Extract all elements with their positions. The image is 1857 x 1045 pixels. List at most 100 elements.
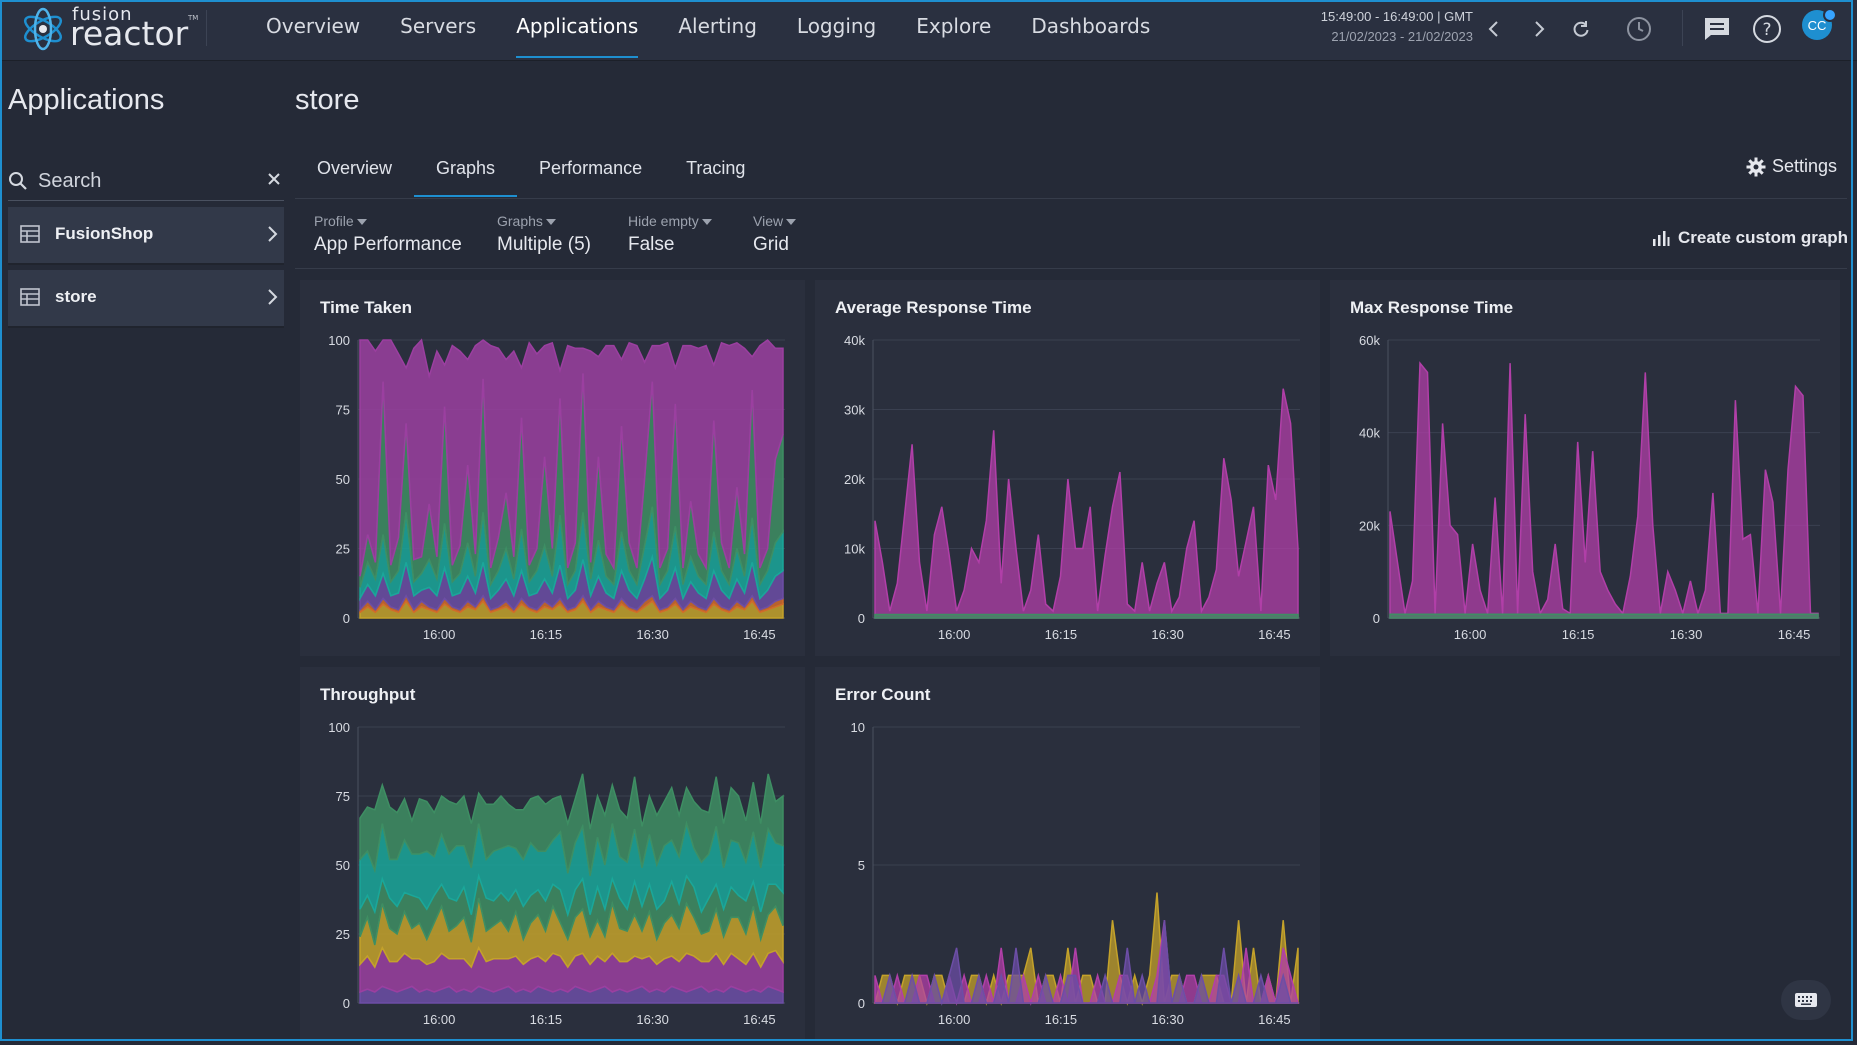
chart-panel-throughput: Throughput 0 25 50 75 100 16:00 16:15 16:30 16:4… [300,667,805,1041]
filter-profile[interactable]: Profile App Performance [314,213,462,256]
icons-divider [1682,10,1683,46]
area-series [874,613,1299,619]
filter-label: Graphs [497,213,543,229]
chevron-right-icon[interactable] [1522,12,1556,46]
help-icon[interactable]: ? [1750,12,1784,46]
logo-text-top: fusion [72,4,133,25]
logo-text-main: reactor [70,14,189,53]
time-range-picker[interactable]: 15:49:00 - 16:49:00 | GMT 21/02/2023 - 2… [1305,7,1473,47]
x-tick-label: 16:15 [530,1012,563,1027]
x-tick-label: 16:30 [1151,627,1184,642]
y-tick-label: 20k [1359,518,1380,533]
svg-text:?: ? [1762,20,1771,40]
y-tick-label: 25 [336,927,350,942]
keyboard-shortcuts-button[interactable] [1781,980,1831,1020]
chart-svg: 0 10k 20k 30k 40k 16:00 16:15 16:30 16:45 [844,333,1300,642]
y-tick-label: 30k [844,403,865,418]
filter-graphs[interactable]: Graphs Multiple (5) [497,213,591,256]
area-series [875,920,1298,1006]
nav-servers[interactable]: Servers [400,14,477,38]
clock-icon[interactable] [1622,12,1656,46]
chevron-right-icon [268,289,278,305]
sidebar-item-store[interactable]: store [8,270,284,328]
nav-logging[interactable]: Logging [796,14,877,38]
tab-overview[interactable]: Overview [317,158,393,178]
chart-svg: 0 25 50 75 100 16:00 16:15 16:30 16:45 [328,720,785,1027]
chart-panel-average-response-time: Average Response Time 0 10k 20k 30k 40k 16:00… [815,280,1320,656]
search-input[interactable] [36,164,260,198]
filter-hide-empty[interactable]: Hide empty False [628,213,712,256]
chart-title: Throughput [320,685,416,704]
filter-value: App Performance [314,234,462,255]
chart-svg: 0 5 10 16:00 16:15 16:30 16:45 [851,720,1300,1027]
chart-svg: 0 25 50 75 100 16:00 16:15 16:30 16:45 [328,333,785,642]
y-tick-label: 0 [343,611,350,626]
nav-explore[interactable]: Explore [916,14,992,38]
chevron-left-icon[interactable] [1477,12,1511,46]
y-tick-label: 75 [336,789,350,804]
y-tick-label: 75 [336,403,350,418]
atom-logo-icon [23,7,63,51]
x-tick-label: 16:30 [1670,627,1703,642]
tab-graphs[interactable]: Graphs [414,145,518,197]
refresh-icon[interactable] [1564,12,1598,46]
search-icon [9,172,27,190]
x-tick-label: 16:45 [743,1012,776,1027]
filters-divider [295,268,1847,269]
caret-down-icon [545,219,556,226]
x-tick-label: 16:00 [1454,627,1487,642]
filter-value: Grid [753,234,789,255]
chat-icon[interactable] [1700,12,1734,46]
chart-title: Error Count [835,685,931,704]
y-tick-label: 40k [1359,426,1380,441]
keyboard-icon [1795,993,1817,1007]
area-series [359,773,784,877]
nav-overview[interactable]: Overview [266,14,361,38]
x-tick-label: 16:45 [1778,627,1811,642]
nav-alerting[interactable]: Alerting [678,14,757,38]
clear-search-icon[interactable] [266,171,282,187]
filter-value: Multiple (5) [497,234,591,255]
tabs-divider [295,198,1847,199]
x-tick-label: 16:30 [1151,1012,1184,1027]
caret-down-icon [356,219,367,226]
x-tick-label: 16:00 [938,1012,971,1027]
filter-label: View [753,213,784,229]
filter-view[interactable]: View Grid [753,213,797,256]
settings-button[interactable]: Settings [1746,156,1837,177]
nav-divider [206,10,207,46]
tab-tracing[interactable]: Tracing [686,158,746,178]
x-tick-label: 16:45 [1258,1012,1291,1027]
tab-performance[interactable]: Performance [539,158,643,178]
app-tabs: Overview Graphs Performance Tracing [295,145,767,197]
x-tick-label: 16:15 [530,627,563,642]
chart-panel-error-count: Error Count 0 5 10 16:00 16:15 16:30 16:45 [815,667,1320,1041]
x-tick-label: 16:45 [743,627,776,642]
nav-applications[interactable]: Applications [496,0,658,60]
area-series [1389,613,1819,619]
y-tick-label: 50 [336,472,350,487]
x-tick-label: 16:00 [423,627,456,642]
area-series [1389,361,1819,619]
create-custom-graph-button[interactable]: Create custom graph [1652,228,1848,248]
fusionreactor-logo[interactable]: fusion reactor TM [20,4,200,54]
x-tick-label: 16:15 [1562,627,1595,642]
sidebar-item-fusionshop[interactable]: FusionShop [8,207,284,265]
table-icon [20,225,40,243]
chart-title: Average Response Time [835,298,1032,317]
create-custom-graph-label: Create custom graph [1678,228,1849,247]
y-tick-label: 20k [844,472,865,487]
x-tick-label: 16:45 [1258,627,1291,642]
y-tick-label: 60k [1359,333,1380,348]
area-series [359,338,784,577]
logo-trademark: TM [188,14,199,22]
caret-down-icon [786,219,797,226]
y-tick-label: 10 [851,720,865,735]
filter-value: False [628,234,675,255]
filter-label: Hide empty [628,213,699,229]
nav-dashboards[interactable]: Dashboards [1031,14,1151,38]
chart-title: Max Response Time [1350,298,1514,317]
notification-dot [1823,8,1837,22]
y-tick-label: 10k [844,542,865,557]
top-bar: fusion reactor TM Overview Servers Appli… [0,0,1857,61]
